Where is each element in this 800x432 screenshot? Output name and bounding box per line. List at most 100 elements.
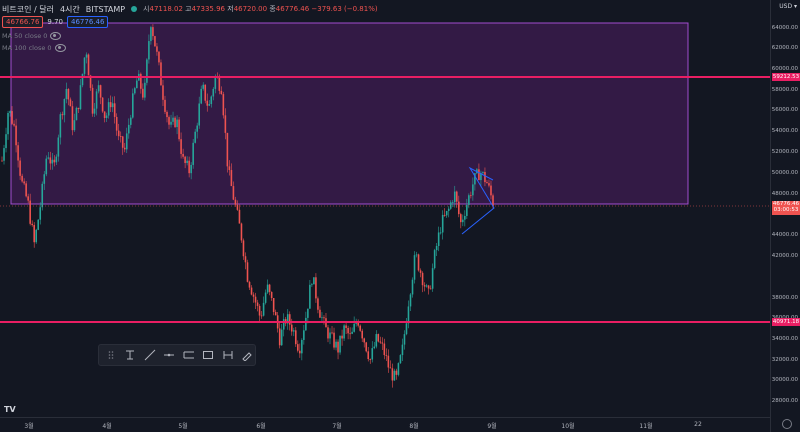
candle-body bbox=[443, 214, 446, 216]
price-axis[interactable]: USD ▾ 64000.00 62000.00 60000.00 58000.00 56… bbox=[770, 0, 800, 432]
candle-body bbox=[236, 204, 239, 210]
candle-body bbox=[397, 363, 400, 375]
candle-body bbox=[441, 214, 444, 233]
candle-body bbox=[210, 96, 213, 105]
text-tool-icon[interactable] bbox=[123, 347, 139, 363]
candle-body bbox=[331, 332, 333, 334]
trade-badges: 46766.76 9.70 46776.46 bbox=[2, 16, 109, 28]
exchange-label: BITSTAMP bbox=[85, 4, 126, 14]
candle-body bbox=[129, 117, 132, 125]
horizontal-line-icon[interactable] bbox=[162, 347, 178, 363]
eye-icon[interactable] bbox=[54, 44, 66, 52]
indicator-ma50[interactable]: MA 50 close 0 bbox=[2, 32, 62, 40]
candle-body bbox=[319, 309, 321, 318]
candle-body bbox=[146, 59, 148, 83]
candle-body bbox=[75, 107, 78, 121]
drag-handle-icon[interactable] bbox=[103, 347, 119, 363]
market-status-icon bbox=[131, 6, 138, 12]
indicator-label: MA 50 close 0 bbox=[2, 32, 48, 40]
candle-body bbox=[439, 232, 442, 234]
candle-body bbox=[482, 171, 484, 173]
support-price-label: 40971.18 bbox=[772, 318, 800, 326]
candle-body bbox=[433, 250, 436, 269]
candle-body bbox=[250, 287, 253, 295]
candle-body bbox=[17, 145, 19, 161]
candle-body bbox=[232, 186, 235, 200]
candle-body bbox=[272, 297, 275, 312]
indicator-ma100[interactable]: MA 100 close 0 bbox=[2, 44, 66, 52]
price-tick: 58000.00 bbox=[771, 87, 798, 93]
candle-body bbox=[63, 98, 66, 116]
candle-body bbox=[317, 298, 319, 310]
candle-body bbox=[453, 191, 456, 203]
sell-price-badge[interactable]: 46766.76 bbox=[2, 16, 44, 28]
candle-body bbox=[311, 284, 313, 286]
candle-body bbox=[462, 219, 464, 223]
time-tick: 4월 bbox=[102, 423, 112, 430]
candle-body bbox=[258, 305, 261, 316]
currency-selector[interactable]: USD ▾ bbox=[779, 3, 797, 10]
candle-body bbox=[115, 116, 118, 131]
candle-body bbox=[341, 335, 343, 339]
candle-body bbox=[79, 85, 82, 110]
drawing-toolbar[interactable] bbox=[98, 344, 256, 366]
candle-body bbox=[238, 209, 241, 224]
candle-body bbox=[47, 157, 50, 159]
triangle-drawing[interactable] bbox=[461, 166, 495, 235]
indicator-label: MA 100 close 0 bbox=[2, 44, 52, 52]
candle-body bbox=[105, 115, 108, 119]
candle-body bbox=[286, 314, 289, 324]
symbol-header[interactable]: 비트코인 / 달러 4시간 BITSTAMP 시47118.02 고47335.… bbox=[2, 2, 378, 16]
candle-body bbox=[329, 332, 331, 339]
candle-body bbox=[77, 107, 80, 110]
time-tick: 11월 bbox=[639, 423, 653, 430]
candle-body bbox=[427, 285, 430, 289]
candle-body bbox=[103, 111, 106, 119]
candle-body bbox=[127, 124, 130, 134]
candle-body bbox=[204, 84, 207, 101]
candle-body bbox=[202, 84, 205, 89]
candle-body bbox=[99, 85, 102, 98]
time-axis[interactable]: 3월 4월 5월 6월 7월 8월 9월 10월 11월 22 bbox=[0, 417, 771, 432]
candle-body bbox=[353, 323, 355, 332]
candle-body bbox=[140, 73, 142, 89]
parallel-channel-icon[interactable] bbox=[181, 347, 197, 363]
buy-price-badge[interactable]: 46776.46 bbox=[67, 16, 109, 28]
candle-body bbox=[244, 256, 247, 263]
resistance-zone[interactable] bbox=[10, 22, 689, 205]
candle-body bbox=[212, 88, 215, 97]
candle-body bbox=[117, 130, 120, 137]
candle-body bbox=[333, 332, 335, 348]
measure-tool-icon[interactable] bbox=[220, 347, 236, 363]
candle-body bbox=[31, 223, 33, 226]
gear-icon[interactable] bbox=[782, 419, 792, 429]
brush-tool-icon[interactable] bbox=[240, 347, 256, 363]
candle-body bbox=[39, 207, 42, 220]
candle-body bbox=[254, 296, 257, 303]
candle-body bbox=[373, 346, 376, 349]
candle-body bbox=[421, 272, 424, 286]
candle-body bbox=[478, 169, 480, 181]
trend-line-icon[interactable] bbox=[142, 347, 158, 363]
candle-body bbox=[490, 185, 492, 196]
rectangle-tool-icon[interactable] bbox=[201, 347, 217, 363]
candle-body bbox=[240, 223, 243, 241]
candle-body bbox=[470, 195, 472, 197]
candle-body bbox=[303, 330, 305, 340]
eye-icon[interactable] bbox=[50, 32, 62, 40]
candle-body bbox=[307, 308, 309, 318]
price-tick: 32000.00 bbox=[771, 357, 798, 363]
price-tick: 34000.00 bbox=[771, 336, 798, 342]
candle-body bbox=[449, 202, 452, 209]
candle-body bbox=[468, 195, 470, 205]
candle-body bbox=[315, 277, 317, 299]
candle-body bbox=[176, 119, 178, 128]
candle-body bbox=[194, 131, 196, 143]
candle-body bbox=[49, 157, 52, 164]
candle-body bbox=[37, 219, 40, 230]
interval-label[interactable]: 4시간 bbox=[59, 4, 80, 14]
candle-body bbox=[87, 54, 90, 76]
symbol-name[interactable]: 비트코인 / 달러 bbox=[2, 4, 54, 14]
candle-body bbox=[224, 115, 227, 133]
